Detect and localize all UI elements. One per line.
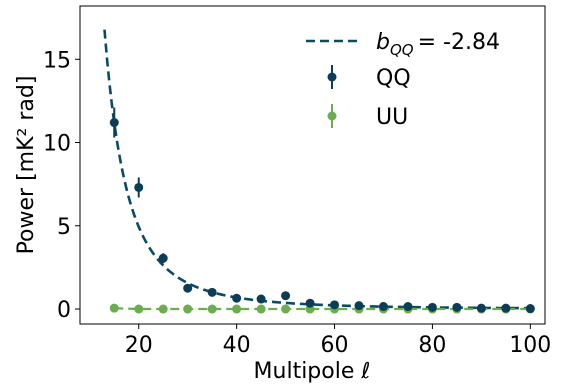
uu-data-point (281, 304, 291, 314)
qq-data-point (525, 304, 535, 314)
legend-fit-subscript: QQ (390, 41, 414, 59)
legend-fit-symbol: b (376, 30, 390, 55)
legend-entry-qq: QQ (327, 65, 411, 91)
uu-data-point (232, 304, 242, 314)
uu-data-point (109, 303, 119, 313)
y-tick-label: 15 (43, 48, 71, 73)
legend-fit-value: = -2.84 (418, 30, 500, 55)
qq-data-point (403, 302, 413, 312)
series-layer (109, 107, 535, 314)
legend-qq-label: QQ (376, 66, 411, 91)
y-tick-label: 0 (57, 298, 71, 323)
y-axis-label: Power [mK² rad] (14, 76, 39, 255)
qq-data-point (305, 298, 315, 308)
legend-uu-label: UU (376, 105, 408, 130)
x-axis-label: Multipole ℓ (254, 359, 371, 384)
legend-qq-marker (327, 72, 337, 82)
qq-data-point (134, 182, 144, 192)
y-tick-label: 10 (43, 132, 71, 157)
qq-data-point (158, 253, 168, 263)
x-axis-ticks: 20 40 60 80 100 (125, 324, 551, 358)
qq-data-point (256, 294, 266, 304)
qq-data-point (330, 300, 340, 310)
uu-data-point (183, 304, 193, 314)
x-tick-label: 20 (125, 333, 153, 358)
qq-data-point (427, 302, 437, 312)
legend-uu-marker (327, 111, 337, 121)
qq-data-point (109, 118, 119, 128)
y-tick-label: 5 (57, 215, 71, 240)
qq-data-point (183, 283, 193, 293)
legend-fit-label: bQQ = -2.84 (376, 30, 500, 59)
qq-data-point (232, 293, 242, 303)
uu-data-point (207, 304, 217, 314)
legend-entry-uu: UU (327, 104, 408, 130)
qq-data-point (281, 291, 291, 301)
x-tick-label: 80 (418, 333, 446, 358)
plot-area (79, 5, 546, 325)
x-tick-label: 60 (321, 333, 349, 358)
qq-data-point (378, 302, 388, 312)
legend: bQQ = -2.84 QQ UU (306, 30, 500, 130)
uu-data-point (134, 304, 144, 314)
qq-data-point (452, 302, 462, 312)
qq-data-point (476, 303, 486, 313)
uu-data-point (256, 304, 266, 314)
y-axis-ticks: 0 5 10 15 (43, 48, 80, 323)
qq-data-point (354, 301, 364, 311)
uu-data-point (158, 304, 168, 314)
series-qq (109, 107, 535, 314)
qq-data-point (501, 303, 511, 313)
qq-data-point (207, 287, 217, 297)
x-tick-label: 100 (509, 333, 551, 358)
x-tick-label: 40 (223, 333, 251, 358)
